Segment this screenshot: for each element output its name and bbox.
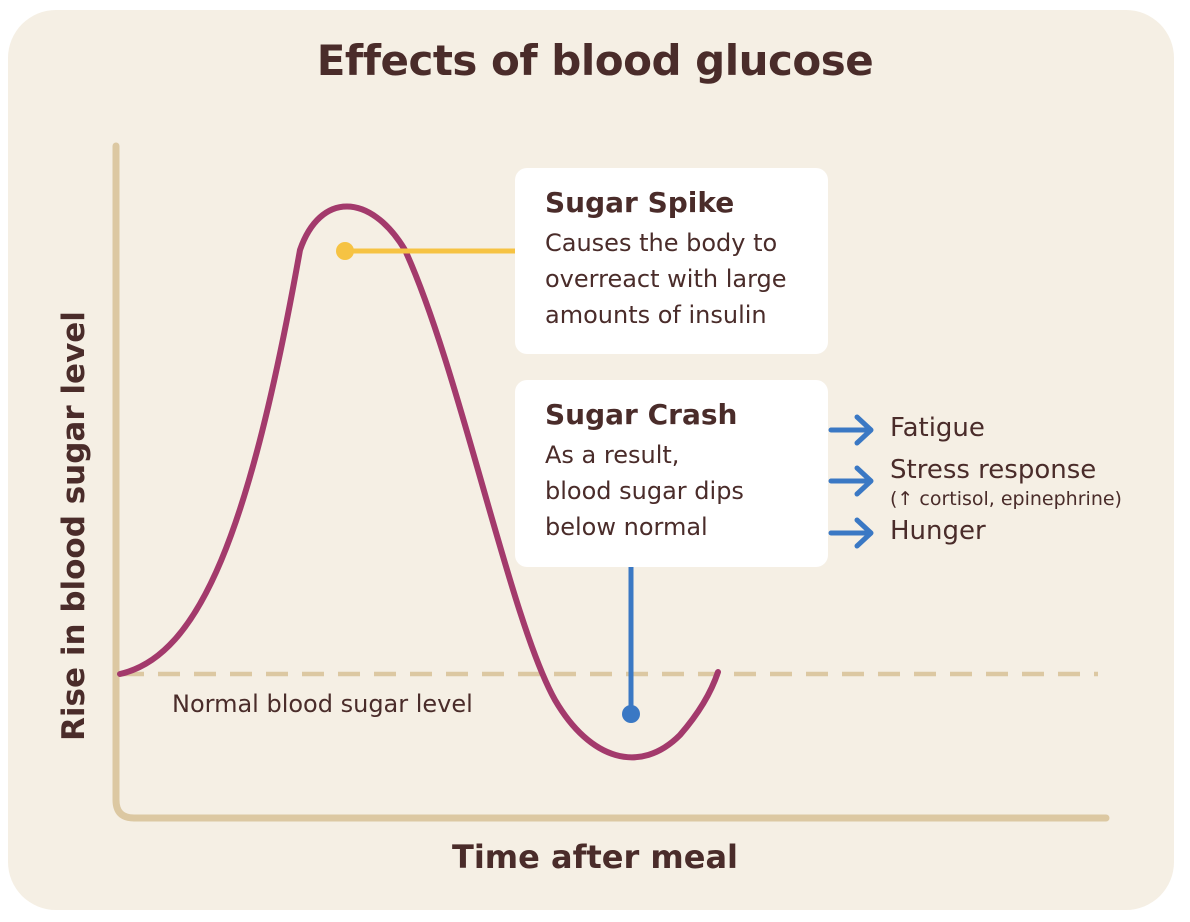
fatigue-arrow-icon bbox=[828, 414, 874, 446]
effect-hunger: Hunger bbox=[890, 516, 986, 546]
sugar-crash-callout: Sugar Crash As a result, blood sugar dip… bbox=[515, 380, 828, 567]
y-axis-label: Rise in blood sugar level bbox=[56, 311, 92, 741]
axes bbox=[112, 142, 1110, 822]
effect-stress-note: (↑ cortisol, epinephrine) bbox=[890, 488, 1122, 510]
sugar-crash-text: As a result, blood sugar dips below norm… bbox=[545, 441, 744, 541]
sugar-spike-heading: Sugar Spike bbox=[545, 186, 735, 219]
sugar-spike-text: Causes the body to overreact with large … bbox=[545, 229, 787, 329]
stress-arrow-icon bbox=[828, 465, 874, 497]
effect-fatigue: Fatigue bbox=[890, 413, 985, 443]
x-axis-label: Time after meal bbox=[451, 838, 739, 876]
spike-marker bbox=[336, 242, 354, 260]
sugar-spike-callout: Sugar Spike Causes the body to overreact… bbox=[515, 168, 828, 354]
effect-stress-response: Stress response bbox=[890, 455, 1097, 485]
glucose-curve bbox=[117, 203, 721, 761]
sugar-crash-heading: Sugar Crash bbox=[545, 398, 738, 431]
baseline-label: Normal blood sugar level bbox=[172, 690, 473, 718]
crash-marker bbox=[622, 705, 640, 723]
hunger-arrow-icon bbox=[828, 517, 874, 549]
diagram-title: Effects of blood glucose bbox=[316, 36, 874, 85]
